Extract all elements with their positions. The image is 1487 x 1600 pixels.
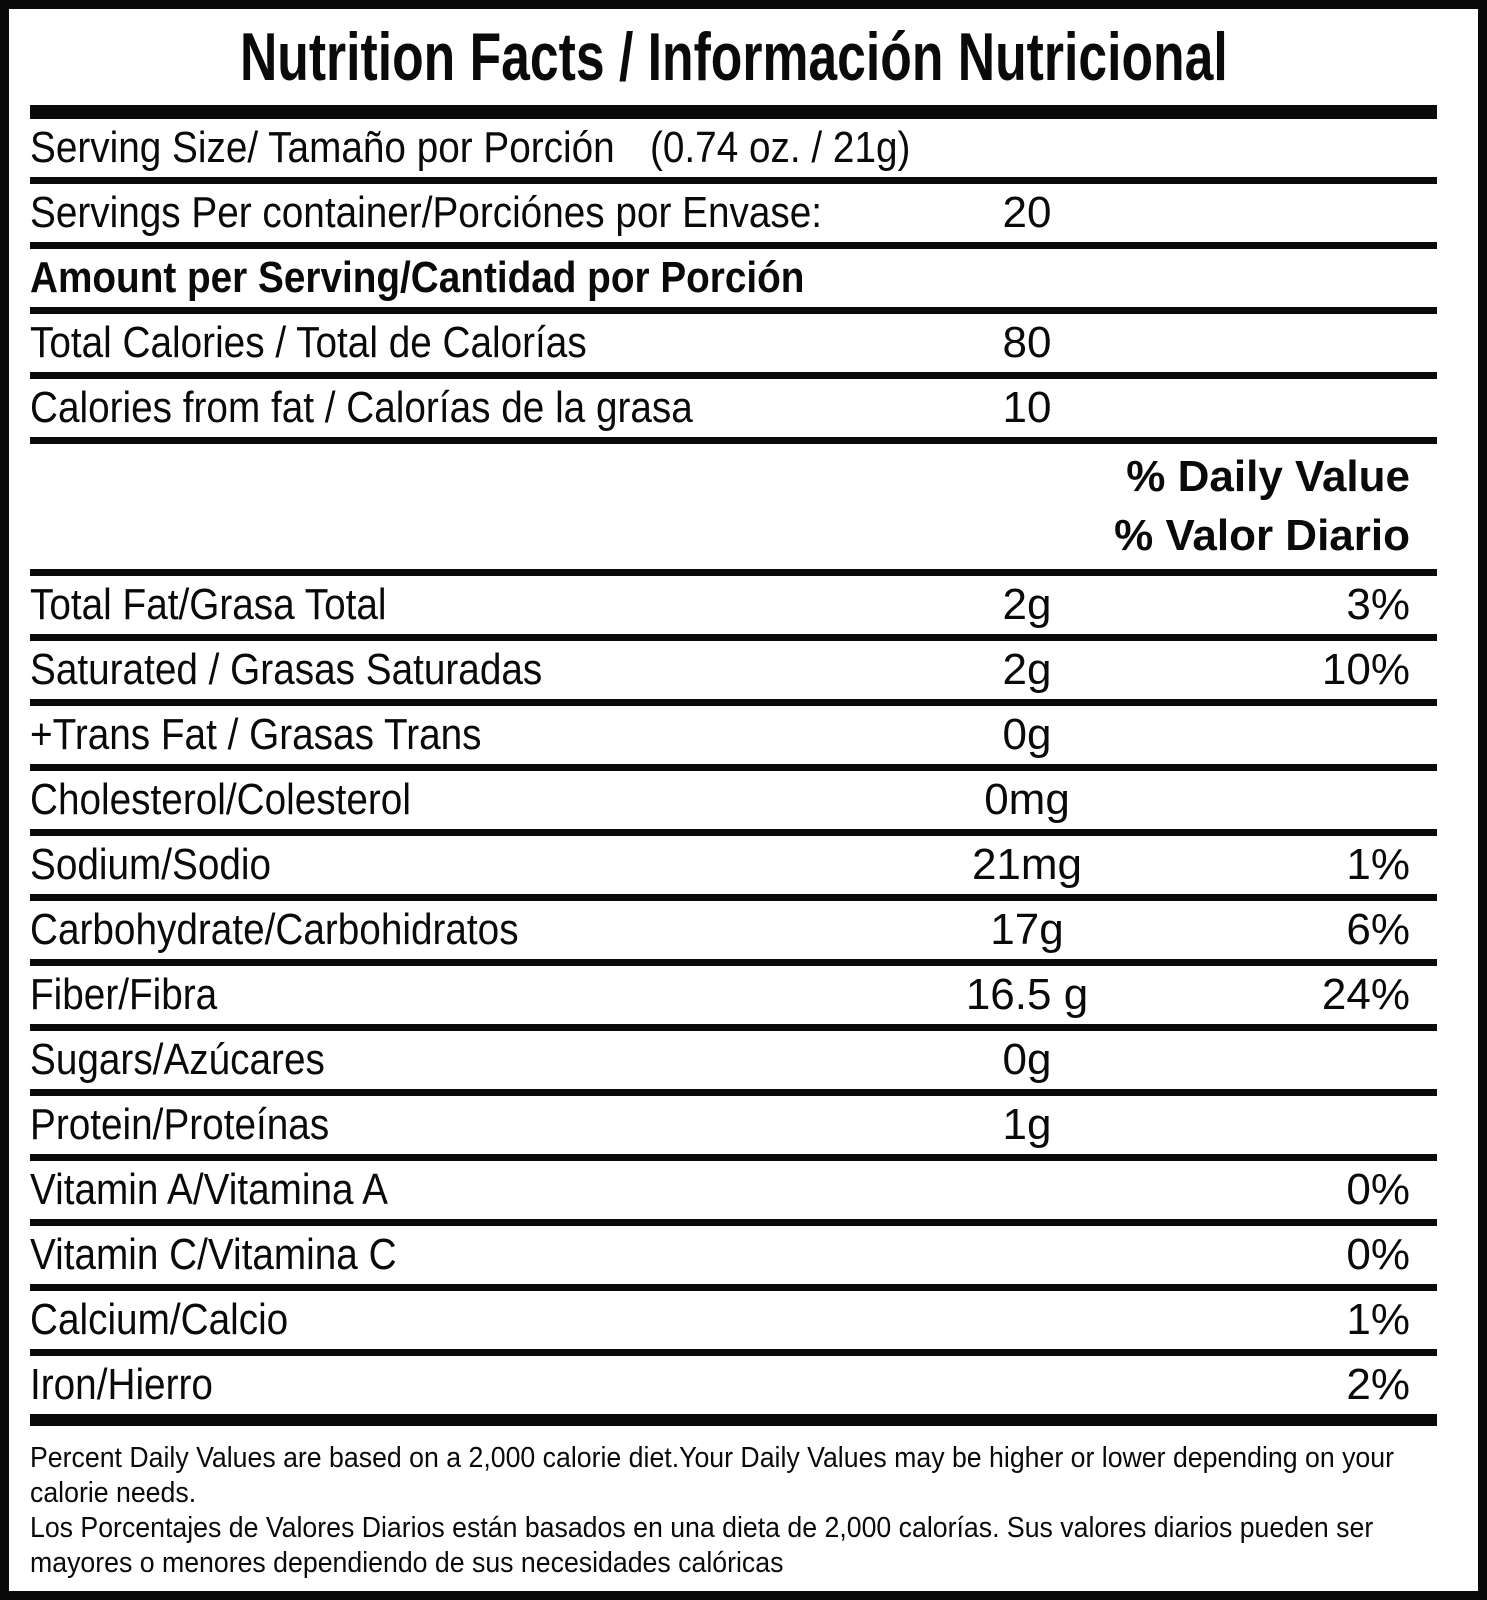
- nutrient-dv: 10%: [1321, 645, 1410, 694]
- nutrient-dv: 1%: [1346, 1295, 1410, 1344]
- footnote-line: mayores o menores dependiendo de sus nec…: [30, 1547, 784, 1579]
- nutrient-amount: 0mg: [984, 775, 1070, 824]
- nutrient-amount: 17g: [990, 905, 1064, 954]
- serving-size-row: Serving Size/ Tamaño por Porción (0.74 o…: [30, 119, 1437, 184]
- footnote: Percent Daily Values are based on a 2,00…: [30, 1426, 1437, 1581]
- label-title: Nutrition Facts / Información Nutriciona…: [239, 19, 1228, 95]
- servings-per-container-value: 20: [1002, 188, 1052, 237]
- nutrient-row-saturated-fat: Saturated / Grasas Saturadas 2g 10%: [30, 641, 1437, 706]
- nutrient-label: Sodium/Sodio: [30, 840, 272, 889]
- nutrient-row-total-fat: Total Fat/Grasa Total 2g 3%: [30, 576, 1437, 641]
- footnote-line: Los Porcentajes de Valores Diarios están…: [30, 1512, 1374, 1544]
- serving-size-value: (0.74 oz. / 21g): [650, 123, 911, 172]
- nutrient-label: Sugars/Azúcares: [30, 1035, 325, 1084]
- footnote-line: calorie needs.: [30, 1477, 197, 1509]
- serving-size-label: Serving Size/ Tamaño por Porción: [30, 123, 615, 172]
- nutrient-dv: 6%: [1346, 905, 1410, 954]
- nutrient-row-vitamin-c: Vitamin C/Vitamina C 0%: [30, 1226, 1437, 1291]
- nutrient-dv: 1%: [1346, 840, 1410, 889]
- nutrient-dv: 0%: [1346, 1230, 1410, 1279]
- nutrient-row-calcium: Calcium/Calcio 1%: [30, 1291, 1437, 1356]
- nutrient-label: Vitamin C/Vitamina C: [30, 1230, 397, 1279]
- nutrient-label: Protein/Proteínas: [30, 1100, 330, 1149]
- nutrient-label: Saturated / Grasas Saturadas: [30, 645, 543, 694]
- nutrient-amount: 21mg: [971, 840, 1083, 889]
- nutrient-label: +Trans Fat / Grasas Trans: [30, 710, 482, 759]
- nutrient-dv: 2%: [1346, 1360, 1410, 1409]
- nutrient-row-trans-fat: +Trans Fat / Grasas Trans 0g: [30, 706, 1437, 771]
- nutrient-label: Cholesterol/Colesterol: [30, 775, 411, 824]
- nutrient-amount: 0g: [1002, 710, 1052, 759]
- nutrient-label: Vitamin A/Vitamina A: [30, 1165, 389, 1214]
- nutrient-row-iron: Iron/Hierro 2%: [30, 1356, 1437, 1414]
- nutrient-amount: 16.5 g: [965, 970, 1089, 1019]
- daily-value-header-es: % Valor Diario: [1114, 510, 1410, 560]
- nutrient-label: Total Fat/Grasa Total: [30, 580, 387, 629]
- nutrient-row-cholesterol: Cholesterol/Colesterol 0mg: [30, 771, 1437, 836]
- nutrient-row-vitamin-a: Vitamin A/Vitamina A 0%: [30, 1161, 1437, 1226]
- nutrient-row-sugars: Sugars/Azúcares 0g: [30, 1031, 1437, 1096]
- nutrient-label: Fiber/Fibra: [30, 970, 218, 1019]
- daily-value-header: % Daily Value % Valor Diario: [30, 444, 1437, 576]
- nutrient-dv: 24%: [1321, 970, 1410, 1019]
- divider-bar-bottom: [30, 1414, 1437, 1426]
- total-calories-label: Total Calories / Total de Calorías: [30, 318, 587, 367]
- nutrient-row-fiber: Fiber/Fibra 16.5 g 24%: [30, 966, 1437, 1031]
- nutrient-dv: 0%: [1346, 1165, 1410, 1214]
- nutrient-amount: 1g: [1002, 1100, 1052, 1149]
- calories-from-fat-value: 10: [1002, 383, 1052, 432]
- divider-bar-top: [30, 105, 1437, 119]
- total-calories-row: Total Calories / Total de Calorías 80: [30, 314, 1437, 379]
- nutrient-label: Iron/Hierro: [30, 1360, 213, 1409]
- nutrient-amount: 0g: [1002, 1035, 1052, 1084]
- nutrient-row-protein: Protein/Proteínas 1g: [30, 1096, 1437, 1161]
- daily-value-header-en: % Daily Value: [1126, 452, 1410, 502]
- servings-per-container-row: Servings Per container/Porciónes por Env…: [30, 184, 1437, 249]
- amount-per-serving-header: Amount per Serving/Cantidad por Porción: [30, 253, 805, 302]
- nutrient-amount: 2g: [1002, 645, 1052, 694]
- nutrient-row-carbohydrate: Carbohydrate/Carbohidratos 17g 6%: [30, 901, 1437, 966]
- label-title-row: Nutrition Facts / Información Nutriciona…: [30, 9, 1437, 105]
- amount-per-serving-header-row: Amount per Serving/Cantidad por Porción: [30, 249, 1437, 314]
- calories-from-fat-label: Calories from fat / Calorías de la grasa: [30, 383, 693, 432]
- calories-from-fat-row: Calories from fat / Calorías de la grasa…: [30, 379, 1437, 444]
- nutrient-label: Calcium/Calcio: [30, 1295, 289, 1344]
- total-calories-value: 80: [1002, 318, 1052, 367]
- nutrient-row-sodium: Sodium/Sodio 21mg 1%: [30, 836, 1437, 901]
- nutrient-dv: 3%: [1346, 580, 1410, 629]
- servings-per-container-label: Servings Per container/Porciónes por Env…: [30, 188, 823, 237]
- nutrient-label: Carbohydrate/Carbohidratos: [30, 905, 519, 954]
- footnote-line: Percent Daily Values are based on a 2,00…: [30, 1442, 1394, 1474]
- nutrient-amount: 2g: [1002, 580, 1052, 629]
